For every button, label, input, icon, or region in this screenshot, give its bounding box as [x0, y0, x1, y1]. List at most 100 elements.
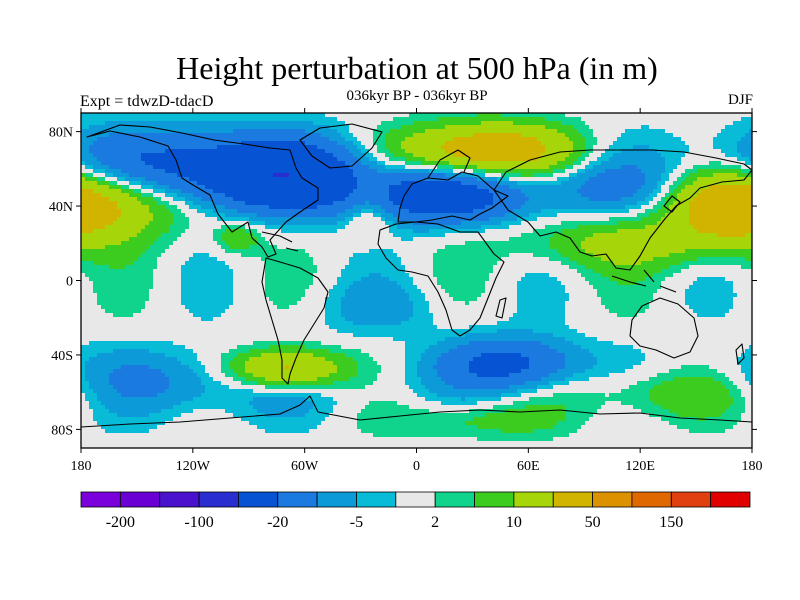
contour-cell [385, 185, 390, 190]
contour-cell [497, 137, 502, 142]
contour-cell [153, 197, 158, 202]
contour-cell [677, 221, 682, 226]
contour-cell [677, 137, 682, 142]
contour-cell [301, 169, 306, 174]
contour-cell [569, 173, 574, 178]
contour-cell [425, 153, 430, 158]
contour-cell [561, 189, 566, 194]
contour-cell [197, 185, 202, 190]
contour-cell [457, 177, 462, 182]
contour-cell [345, 229, 350, 234]
contour-cell [317, 121, 322, 126]
contour-cell [285, 205, 290, 210]
contour-cell [405, 165, 410, 170]
contour-cell [381, 209, 386, 214]
contour-cell [165, 153, 170, 158]
contour-cell [501, 161, 506, 166]
contour-cell [509, 213, 514, 218]
contour-cell [369, 193, 374, 198]
contour-cell [225, 125, 230, 130]
contour-cell [181, 169, 186, 174]
contour-cell [509, 149, 514, 154]
contour-cell [205, 181, 210, 186]
contour-cell [373, 173, 378, 178]
contour-cell [285, 193, 290, 198]
contour-cell [333, 173, 338, 178]
contour-cell [617, 125, 622, 130]
contour-cell [301, 217, 306, 222]
contour-cell [705, 149, 710, 154]
contour-cell [737, 157, 742, 162]
contour-cell [545, 189, 550, 194]
contour-cell [357, 213, 362, 218]
contour-cell [649, 165, 654, 170]
contour-cell [317, 133, 322, 138]
contour-cell [705, 209, 710, 214]
contour-cell [233, 177, 238, 182]
contour-cell [609, 169, 614, 174]
contour-cell [309, 209, 314, 214]
contour-cell [477, 145, 482, 150]
contour-cell [317, 221, 322, 226]
contour-cell [209, 185, 214, 190]
contour-cell [521, 185, 526, 190]
contour-cell [501, 157, 506, 162]
contour-cell [429, 145, 434, 150]
contour-cell [461, 121, 466, 126]
contour-cell [157, 177, 162, 182]
contour-cell [525, 169, 530, 174]
contour-cell [473, 201, 478, 206]
contour-cell [253, 173, 258, 178]
contour-cell [745, 141, 750, 146]
contour-cell [301, 145, 306, 150]
contour-cell [317, 201, 322, 206]
contour-cell [613, 129, 618, 134]
contour-cell [125, 225, 130, 230]
contour-cell [657, 173, 662, 178]
contour-cell [433, 209, 438, 214]
contour-cell [445, 165, 450, 170]
contour-cell [105, 229, 110, 234]
contour-cell [121, 125, 126, 130]
contour-cell [469, 145, 474, 150]
contour-cell [641, 221, 646, 226]
contour-cell [477, 173, 482, 178]
contour-cell [465, 229, 470, 234]
contour-cell [153, 129, 158, 134]
contour-cell [285, 181, 290, 186]
contour-cell [505, 229, 510, 234]
contour-cell [553, 209, 558, 214]
contour-cell [225, 213, 230, 218]
contour-cell [309, 213, 314, 218]
contour-cell [281, 217, 286, 222]
contour-cell [457, 117, 462, 122]
contour-cell [497, 149, 502, 154]
contour-cell [153, 217, 158, 222]
contour-cell [481, 165, 486, 170]
contour-cell [449, 113, 454, 118]
contour-cell [297, 157, 302, 162]
contour-cell [313, 121, 318, 126]
contour-cell [353, 205, 358, 210]
contour-cell [177, 145, 182, 150]
contour-cell [357, 149, 362, 154]
contour-cell [565, 125, 570, 130]
contour-cell [581, 141, 586, 146]
contour-cell [669, 117, 674, 122]
contour-cell [265, 169, 270, 174]
contour-cell [689, 145, 694, 150]
contour-cell [593, 149, 598, 154]
contour-cell [537, 193, 542, 198]
contour-cell [553, 173, 558, 178]
contour-cell [201, 117, 206, 122]
contour-cell [413, 217, 418, 222]
contour-cell [545, 149, 550, 154]
contour-cell [205, 137, 210, 142]
contour-cell [169, 189, 174, 194]
contour-cell [209, 169, 214, 174]
contour-cell [489, 125, 494, 130]
contour-cell [449, 193, 454, 198]
contour-cell [697, 173, 702, 178]
contour-cell [177, 165, 182, 170]
contour-cell [453, 185, 458, 190]
